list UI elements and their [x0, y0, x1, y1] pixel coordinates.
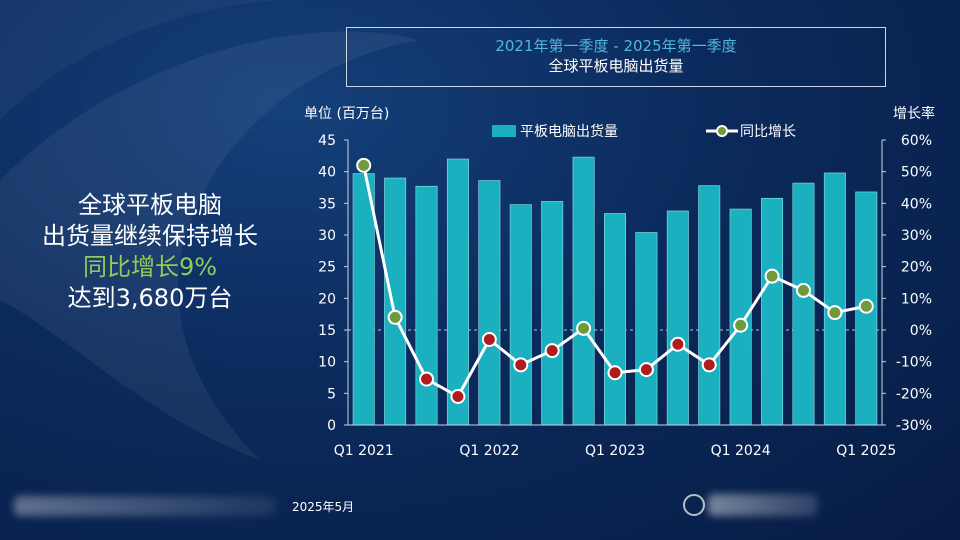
- growth-point: [576, 320, 592, 336]
- growth-point: [450, 389, 466, 404]
- shipment-bar: [352, 173, 375, 426]
- headline-block: 全球平板电脑 出货量继续保持增长 同比增长9% 达到3,680万台: [0, 190, 300, 314]
- shipment-bar: [478, 180, 501, 426]
- growth-point: [764, 268, 780, 284]
- y-tick-right-label: -10%: [896, 355, 932, 371]
- growth-point: [513, 357, 529, 373]
- y-tick-right-label: 20%: [901, 260, 932, 276]
- growth-point: [356, 157, 372, 173]
- growth-point: [795, 282, 811, 298]
- growth-point: [607, 365, 623, 381]
- growth-point: [733, 317, 749, 333]
- growth-point: [481, 332, 497, 347]
- shipment-bar: [384, 177, 407, 426]
- growth-point: [858, 298, 874, 314]
- shipment-bar: [761, 197, 784, 426]
- x-tick-label: Q1 2022: [459, 443, 519, 459]
- growth-point: [827, 305, 843, 321]
- y-axis-left-title: 单位 (百万台): [304, 106, 389, 122]
- y-tick-right-label: 30%: [901, 228, 932, 244]
- y-tick-right-label: -30%: [896, 418, 932, 434]
- shipment-bar: [698, 185, 721, 426]
- shipment-bar: [572, 156, 595, 426]
- x-tick-label: Q1 2025: [836, 443, 896, 459]
- headline-total: 达到3,680万台: [67, 284, 233, 312]
- y-tick-left-label: 15: [318, 323, 336, 339]
- growth-point: [638, 362, 654, 378]
- headline-growth: 同比增长9%: [82, 253, 218, 281]
- y-tick-left-label: 5: [327, 386, 336, 402]
- y-tick-left-label: 30: [318, 228, 336, 244]
- shipment-bar: [415, 185, 438, 426]
- y-tick-right-label: -20%: [896, 386, 932, 402]
- legend-bar-label: 平板电脑出货量: [520, 123, 618, 140]
- x-tick-label: Q1 2024: [711, 443, 771, 459]
- y-tick-right-label: 40%: [901, 196, 932, 212]
- growth-point: [670, 336, 686, 352]
- y-tick-right-label: 50%: [901, 165, 932, 181]
- legend-bar-swatch: [492, 125, 516, 137]
- legend-line-marker: [716, 125, 728, 137]
- footer-date: 2025年5月: [292, 500, 355, 514]
- y-tick-left-label: 35: [318, 196, 336, 212]
- growth-point: [387, 309, 403, 325]
- company-logo-text: [708, 494, 818, 516]
- y-tick-left-label: 20: [318, 291, 336, 307]
- chart-title-box: 2021年第一季度 - 2025年第一季度 全球平板电脑出货量: [346, 27, 886, 87]
- growth-point: [419, 371, 435, 387]
- shipment-bar: [823, 172, 846, 426]
- y-tick-left-label: 25: [318, 260, 336, 276]
- headline-line-2: 出货量继续保持增长: [42, 222, 258, 250]
- shipment-bar: [509, 204, 532, 426]
- y-tick-left-label: 10: [318, 355, 336, 371]
- source-watermark: [14, 496, 276, 516]
- y-tick-right-label: 0%: [910, 323, 932, 339]
- headline-line-1: 全球平板电脑: [78, 191, 222, 219]
- shipment-bar: [792, 182, 815, 426]
- growth-point: [544, 343, 560, 359]
- company-logo-icon: [683, 494, 705, 516]
- y-tick-right-label: 10%: [901, 291, 932, 307]
- shipment-bar: [666, 210, 689, 426]
- shipment-bar: [729, 208, 752, 426]
- chart-title-period: 2021年第一季度 - 2025年第一季度: [495, 37, 737, 55]
- y-tick-left-label: 0: [327, 418, 336, 434]
- y-tick-right-label: 60%: [901, 133, 932, 149]
- shipment-bar: [635, 232, 658, 426]
- growth-point: [701, 357, 717, 373]
- x-tick-label: Q1 2021: [334, 443, 394, 459]
- legend-line-label: 同比增长: [740, 124, 796, 140]
- x-tick-label: Q1 2023: [585, 443, 645, 459]
- y-tick-left-label: 45: [318, 133, 336, 149]
- shipment-bar: [604, 213, 626, 426]
- y-tick-left-label: 40: [318, 165, 336, 181]
- y-axis-right-title: 增长率: [893, 105, 935, 122]
- chart-title: 全球平板电脑出货量: [548, 57, 684, 75]
- shipment-bar: [541, 201, 564, 426]
